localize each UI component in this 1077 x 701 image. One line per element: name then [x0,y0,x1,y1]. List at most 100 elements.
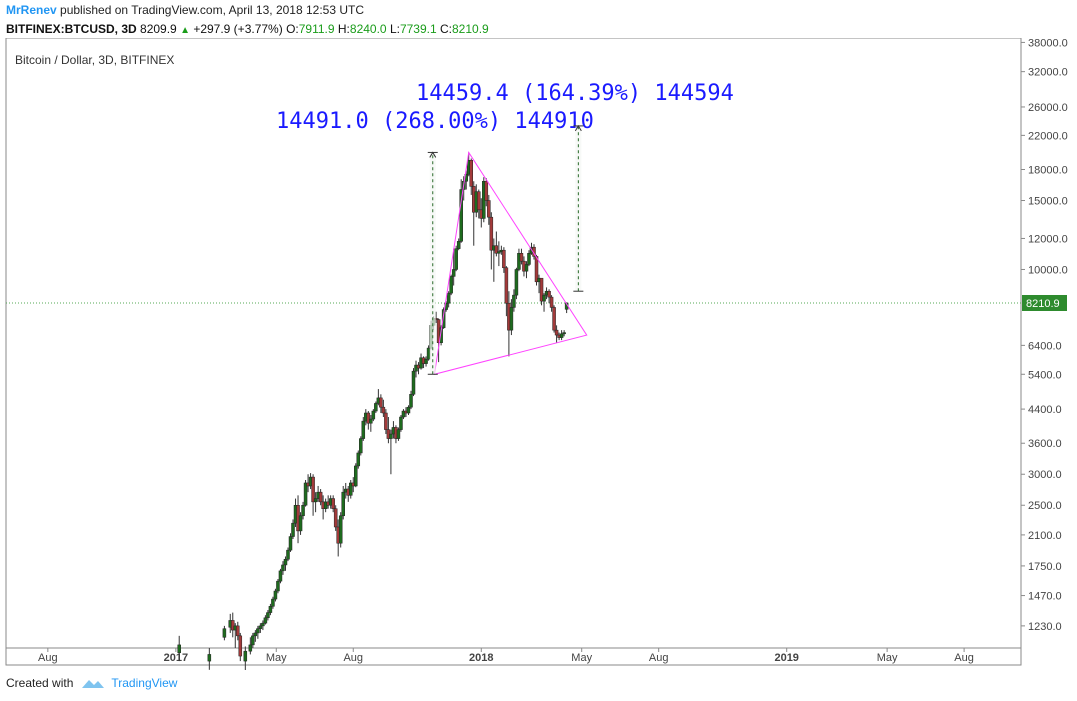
candle-body [361,420,366,439]
candle-body [313,498,318,503]
candle-body [311,476,315,503]
candle-body [534,256,539,283]
up-arrow-icon: ▲ [180,25,190,36]
candle-body [384,412,388,430]
measure-label: 14491.0 (268.00%) 144910 [276,109,594,134]
candle-body [341,491,345,517]
x-tick-label: Aug [38,652,58,664]
candle [374,401,378,414]
measure-arrow-icon [429,151,437,158]
candle-body [524,264,529,272]
candle-body [542,294,546,302]
y-tick-label: 12000.0 [1028,233,1068,245]
candle-body [426,347,431,360]
x-tick-label: 2019 [774,652,798,664]
candle [341,485,345,520]
candle [389,429,393,475]
open-label: O: [286,22,299,36]
candle [512,289,516,312]
candle [509,299,514,336]
y-tick-label: 3000.0 [1028,469,1062,481]
candle-body [519,253,524,262]
candle [281,561,285,575]
candle [469,158,473,195]
candle [379,394,383,414]
author-link[interactable]: MrRenev [6,3,57,17]
x-tick-label: Aug [954,652,974,664]
candle-body [441,309,446,328]
candle-body [261,622,265,627]
candle-body [381,406,386,414]
candle [366,411,371,430]
candle-body [283,558,288,566]
measure-arrow-icon [574,124,582,132]
candle-body [549,296,554,308]
candle-body [281,564,285,572]
price-chart[interactable]: Bitcoin / Dollar, 3D, BITFINEX 38000.0 32… [0,38,1077,670]
candle [288,533,293,552]
y-tick-label: 3600.0 [1028,438,1062,450]
candle-body [552,307,556,331]
candle-body [236,625,240,637]
candle [451,248,456,286]
candle-body [263,617,268,624]
tradingview-link[interactable]: TradingView [111,676,178,690]
candle-body [256,628,260,634]
candle [311,474,315,516]
candle [369,415,373,432]
y-tick-label: 6400.0 [1028,340,1062,352]
candle [527,250,531,267]
candle-body [539,277,544,302]
candle-body [271,598,275,607]
candle-body [222,628,227,638]
candle-body [389,433,393,439]
candlestick-series [177,152,569,670]
candle-body [288,536,293,551]
candle-body [502,249,506,269]
candle-body [276,580,280,592]
candle-body [374,403,378,412]
y-tick-label: 2500.0 [1028,500,1062,512]
candle [552,305,556,333]
y-axis: 38000.0 32000.0 26000.0 22000.0 18000.0 15000… [1021,38,1068,633]
candle-body [348,482,353,496]
y-tick-label: 10000.0 [1028,264,1068,276]
last-price-badge [1022,294,1067,311]
candle [489,212,494,270]
candle-body [318,491,323,503]
candle [502,247,506,273]
candle [542,293,546,312]
candle-body [278,570,283,582]
symbol-label: BITFINEX:BTCUSD, 3D [6,22,137,36]
candle [441,307,446,329]
candle-body [207,654,212,662]
candle [361,417,366,441]
candle-body [504,267,509,304]
candle [514,267,519,300]
candle-body [301,504,305,517]
candle-body [456,241,461,249]
candle [243,646,248,670]
candle-body [354,465,358,487]
y-tick-label: 1470.0 [1028,591,1062,603]
candle-body [268,606,273,613]
candle [268,603,273,616]
tradingview-logo-icon [82,680,105,688]
candle [177,635,181,662]
candle [261,620,265,631]
candle-body [251,635,255,646]
candle [539,277,544,306]
candle-body [248,644,253,652]
candle [258,623,263,633]
candle [504,266,509,317]
candle [497,241,501,267]
candle-body [487,200,491,218]
candle [477,189,481,219]
candle [231,612,235,638]
y-tick-label: 4400.0 [1028,404,1062,416]
x-tick-label: 2017 [164,652,188,664]
candle [409,390,413,410]
candle [263,615,268,625]
candle-body [333,508,338,528]
candle-body [527,253,531,265]
